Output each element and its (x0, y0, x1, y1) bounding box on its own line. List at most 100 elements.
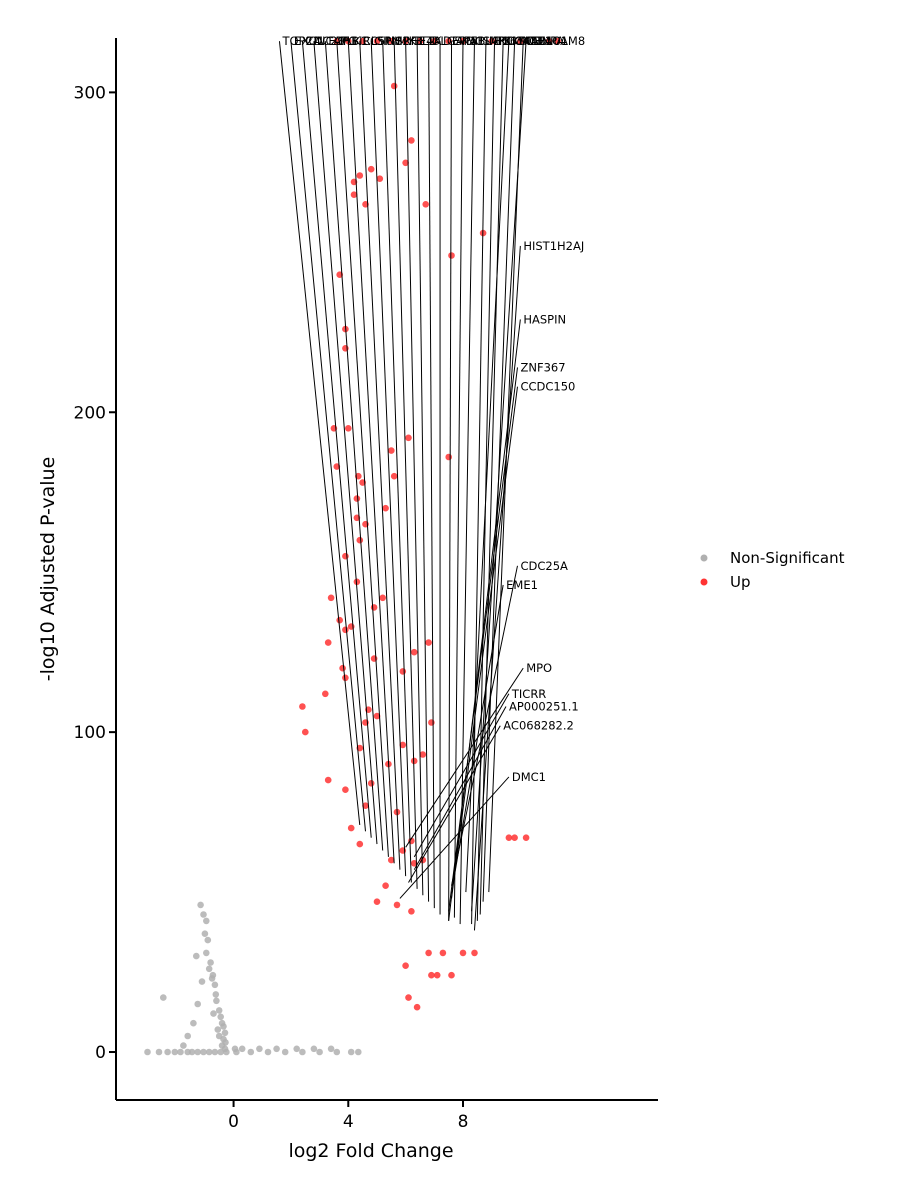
leader-line (453, 41, 464, 918)
data-point (205, 965, 213, 973)
gene-label: KIAA0101 (512, 34, 568, 48)
data-point (177, 1048, 184, 1056)
data-point (200, 1048, 207, 1056)
data-point (342, 786, 349, 793)
leader-line (290, 41, 366, 832)
gene-label: PKMYT1 (498, 34, 544, 48)
data-point (215, 1032, 223, 1040)
data-point (247, 1048, 255, 1056)
data-point (342, 552, 349, 560)
gene-label: HASPIN (523, 312, 566, 326)
data-point (164, 1048, 171, 1056)
data-point (336, 616, 344, 624)
data-point (433, 971, 441, 979)
data-point (160, 994, 167, 1001)
leader-line (393, 41, 418, 889)
legend: Non-Significant Up (700, 549, 845, 591)
data-point (217, 1013, 224, 1021)
data-point (362, 802, 369, 809)
data-point (201, 930, 209, 937)
data-point (342, 674, 349, 682)
points-layer (144, 37, 561, 1056)
leader-line (408, 725, 501, 883)
gene-label: BIRC5 (351, 34, 385, 48)
gene-label: DEPDC1 (443, 34, 490, 48)
gene-label: TOP2A (281, 34, 320, 48)
data-point (511, 834, 518, 841)
gene-label: PLK1 (340, 34, 368, 48)
data-point (445, 453, 453, 461)
data-point (393, 901, 401, 909)
y-tick-label: 100 (74, 723, 106, 743)
leader-line (405, 41, 424, 896)
data-point (342, 626, 349, 634)
data-point (339, 664, 346, 672)
gene-label: MKI67 (489, 34, 525, 48)
y-tick-label: 0 (95, 1043, 106, 1063)
data-point (350, 191, 358, 198)
x-tick-label: 0 (228, 1112, 239, 1132)
gene-label: SKA1 (455, 34, 485, 48)
gene-label: MPO (526, 661, 552, 675)
data-point (370, 604, 378, 611)
label-leader-lines (278, 41, 527, 931)
legend-marker (700, 554, 708, 562)
data-point (356, 840, 364, 848)
gene-label: DMC1 (512, 770, 546, 784)
y-tick-label: 300 (74, 83, 106, 103)
data-point (390, 82, 398, 90)
leader-line (453, 584, 504, 877)
gene-label: CDC20 (305, 34, 345, 48)
data-point (399, 668, 407, 675)
data-point (505, 834, 513, 841)
data-point (399, 741, 407, 749)
data-point (194, 1000, 201, 1008)
data-point (194, 1048, 201, 1056)
data-point (353, 578, 361, 586)
leader-line (313, 41, 378, 845)
data-point (198, 978, 206, 985)
data-point (203, 917, 210, 925)
gene-label: CCDC150 (520, 380, 575, 394)
data-point (419, 751, 427, 758)
data-point (155, 1048, 163, 1056)
gene-label: MYBL2 (397, 34, 436, 48)
data-point (408, 137, 415, 144)
data-point (221, 1029, 229, 1037)
data-point (207, 959, 214, 966)
data-point (448, 252, 455, 259)
data-point (356, 536, 364, 544)
data-point (205, 1048, 213, 1056)
data-point (471, 949, 478, 957)
data-point (210, 1010, 217, 1017)
data-point (379, 594, 387, 602)
data-point (345, 425, 352, 432)
leader-line (413, 706, 507, 870)
legend-marker (700, 578, 708, 586)
gene-label: NUSAP1 (466, 34, 513, 48)
data-point (324, 776, 332, 784)
data-point (388, 856, 395, 864)
data-point (171, 1048, 179, 1056)
data-point (347, 824, 355, 832)
data-point (554, 37, 561, 45)
data-point (405, 434, 412, 442)
data-point (545, 37, 553, 45)
data-point (211, 981, 219, 989)
data-point (367, 165, 375, 173)
data-point (327, 594, 335, 602)
gene-label: KIF4A (409, 34, 442, 48)
data-point (193, 952, 200, 960)
data-point (215, 1007, 223, 1014)
data-point (212, 991, 220, 998)
leader-line (301, 41, 372, 838)
data-point (405, 994, 412, 1001)
leader-line (278, 41, 361, 825)
data-point (204, 936, 212, 944)
gene-label: AP000251.1 (509, 700, 579, 714)
data-point (413, 1003, 421, 1011)
leader-line (347, 41, 395, 864)
leader-line (488, 41, 524, 893)
